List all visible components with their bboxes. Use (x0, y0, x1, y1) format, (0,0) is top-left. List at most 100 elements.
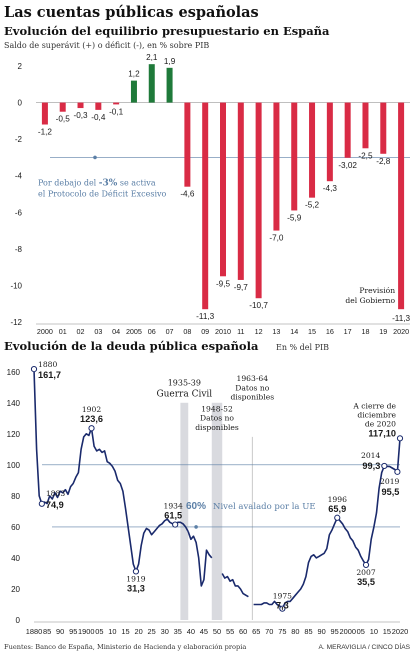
bar-value-label: -11,3 (196, 312, 214, 321)
x-tick-label: 16 (326, 327, 334, 336)
x-tick-label: 2020 (393, 327, 409, 336)
debt-series-line (33, 369, 189, 573)
bar-value-label: 2,1 (146, 53, 158, 62)
callout-year-label: 1883 (46, 489, 65, 498)
bar (59, 102, 66, 112)
x-tick-label: 05 (357, 627, 365, 636)
bar (344, 102, 351, 158)
y-tick-label: -6 (15, 208, 23, 217)
x-tick-label: 1900 (78, 627, 94, 636)
callout-marker (396, 435, 404, 442)
callout-marker (394, 468, 401, 475)
x-tick-label: 08 (183, 327, 191, 336)
callout-year-label: 1919 (126, 574, 145, 583)
bar-value-label: -0,1 (109, 107, 124, 116)
bar-value-label: -4,6 (180, 190, 195, 199)
gap-label-line3: disponibles (230, 393, 274, 402)
gap-label-line2: Datos no (235, 383, 269, 392)
bar (309, 102, 316, 198)
callout-value-label: 99,3 (362, 461, 380, 471)
callout-marker (381, 462, 388, 470)
y-tick-label: -12 (10, 318, 22, 327)
callout-note-line3: de 2020 (365, 419, 396, 428)
x-tick-label: 13 (272, 327, 280, 336)
bar-value-label: -9,7 (234, 283, 249, 292)
shaded-period-band (211, 402, 223, 620)
x-tick-label: 04 (112, 327, 120, 336)
bar (255, 102, 262, 299)
bar-value-label: -10,7 (249, 301, 268, 310)
x-tick-label: 05 (95, 627, 103, 636)
callout-year-label: 1902 (82, 405, 101, 414)
x-tick-label: 90 (56, 627, 64, 636)
x-tick-label: 10 (108, 627, 116, 636)
x-tick-label: 14 (290, 327, 298, 336)
band-label-years: 1935-39 (168, 379, 201, 388)
bar-value-label: -2,8 (376, 157, 391, 166)
callout-year-label: 1880 (38, 360, 57, 369)
callout-value-label: 74,9 (46, 500, 64, 510)
bar-value-label: -4,3 (323, 184, 338, 193)
callout-marker (30, 366, 38, 373)
bar (291, 102, 298, 211)
x-tick-label: 45 (200, 627, 208, 636)
y-tick-label: 2 (18, 62, 23, 71)
x-tick-label: 11 (237, 327, 244, 336)
debt-series-line (253, 438, 401, 610)
bar (166, 67, 173, 103)
gap-label-years: 1963-64 (237, 374, 269, 383)
bar (202, 102, 209, 310)
y-tick-label: -2 (15, 135, 23, 144)
band-label-title: Guerra Civil (156, 390, 212, 400)
debt-series-line (221, 573, 249, 598)
callout-marker (132, 568, 140, 575)
callout-year-label: 1934 (164, 502, 183, 511)
x-tick-label: 75 (278, 627, 286, 636)
bar-value-label: -7,0 (269, 234, 284, 243)
callout-note-line1: A cierre de (352, 401, 396, 410)
callout-value-label: 65,9 (328, 504, 346, 514)
bar (362, 102, 369, 149)
bar (41, 102, 48, 125)
x-tick-label: 12 (255, 327, 263, 336)
threshold-value: -3% (99, 178, 118, 188)
y-tick-label: 120 (7, 430, 21, 439)
bar (184, 102, 191, 187)
x-tick-label: 70 (265, 627, 273, 636)
threshold-text-after: se activa (117, 178, 155, 187)
y-tick-label: -8 (15, 245, 23, 254)
x-tick-label: 85 (304, 627, 312, 636)
reference-text-60: Nivel avalado por la UE (213, 502, 316, 512)
callout-marker (362, 561, 370, 569)
reference-marker-60 (194, 525, 198, 529)
shaded-period-band (180, 402, 189, 620)
x-tick-label: 19 (379, 327, 387, 336)
bar (220, 102, 226, 277)
callout-marker (172, 521, 179, 528)
y-tick-label: 100 (7, 461, 21, 470)
x-tick-label: 55 (226, 627, 234, 636)
x-tick-label: 10 (370, 627, 378, 636)
x-tick-label: 17 (344, 327, 352, 336)
x-tick-label: 1880 (26, 627, 42, 636)
x-tick-label: 60 (239, 627, 247, 636)
bar-value-label: -3,02 (338, 161, 357, 170)
x-tick-label: 85 (43, 627, 51, 636)
x-tick-label: 50 (213, 627, 221, 636)
callout-year-label: 2014 (361, 451, 380, 460)
y-tick-label: -4 (15, 172, 23, 181)
bar (273, 102, 280, 231)
threshold-text-before: Por debajo del (38, 178, 99, 187)
x-tick-label: 07 (166, 327, 174, 336)
callout-value-label: 95,5 (381, 487, 399, 497)
x-tick-label: 03 (94, 327, 102, 336)
x-tick-label: 01 (59, 327, 67, 336)
callout-note-line2: diciembre (357, 410, 396, 419)
callout-value-label: 61,5 (164, 511, 182, 521)
bar-value-label: -0,3 (73, 111, 88, 120)
threshold-text-line2: el Protocolo de Déficit Excesivo (38, 189, 167, 198)
x-tick-label: 15 (308, 327, 316, 336)
x-tick-label: 2000 (37, 327, 53, 336)
